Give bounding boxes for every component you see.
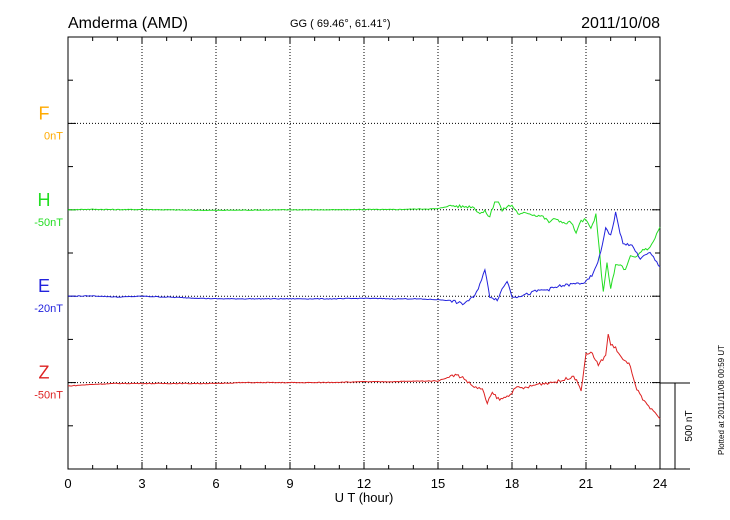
x-tick-label: 0 <box>64 476 71 491</box>
series-label-f: F <box>39 103 50 123</box>
series-labels: F 0nT H -50nT E -20nT Z -50nT <box>34 103 63 401</box>
x-tick-label: 9 <box>286 476 293 491</box>
series-label-z: Z <box>39 363 50 383</box>
series-traces <box>67 201 661 420</box>
grid-lines <box>68 37 660 469</box>
x-tick-label: 24 <box>653 476 667 491</box>
scale-bar-label: 500 nT <box>684 410 695 441</box>
series-label-h: H <box>38 190 51 210</box>
plotted-timestamp: Plotted at 2011/11/08 00:59 UT <box>717 345 726 455</box>
x-tick-labels: 0 3 6 9 12 15 18 21 24 <box>64 476 667 491</box>
series-label-e: E <box>38 276 50 296</box>
x-tick-label: 15 <box>431 476 445 491</box>
series-offset-h: -50nT <box>34 217 63 229</box>
station-coordinates: GG ( 69.46°, 61.41°) <box>290 18 391 30</box>
series-offset-z: -50nT <box>34 390 63 402</box>
series-offset-e: -20nT <box>34 303 63 315</box>
x-tick-label: 12 <box>357 476 371 491</box>
scale-bar <box>660 382 690 470</box>
x-tick-label: 3 <box>138 476 145 491</box>
x-tick-label: 21 <box>579 476 593 491</box>
series-line-e <box>67 211 661 306</box>
x-tick-label: 18 <box>505 476 519 491</box>
x-axis-label: U T (hour) <box>335 490 394 505</box>
series-offset-f: 0nT <box>44 130 63 142</box>
x-tick-label: 6 <box>212 476 219 491</box>
chart-title: Amderma (AMD) <box>68 15 188 32</box>
series-line-z <box>67 333 661 420</box>
series-line-h <box>67 201 661 292</box>
chart-date: 2011/10/08 <box>581 15 660 32</box>
axis-ticks <box>67 36 661 470</box>
